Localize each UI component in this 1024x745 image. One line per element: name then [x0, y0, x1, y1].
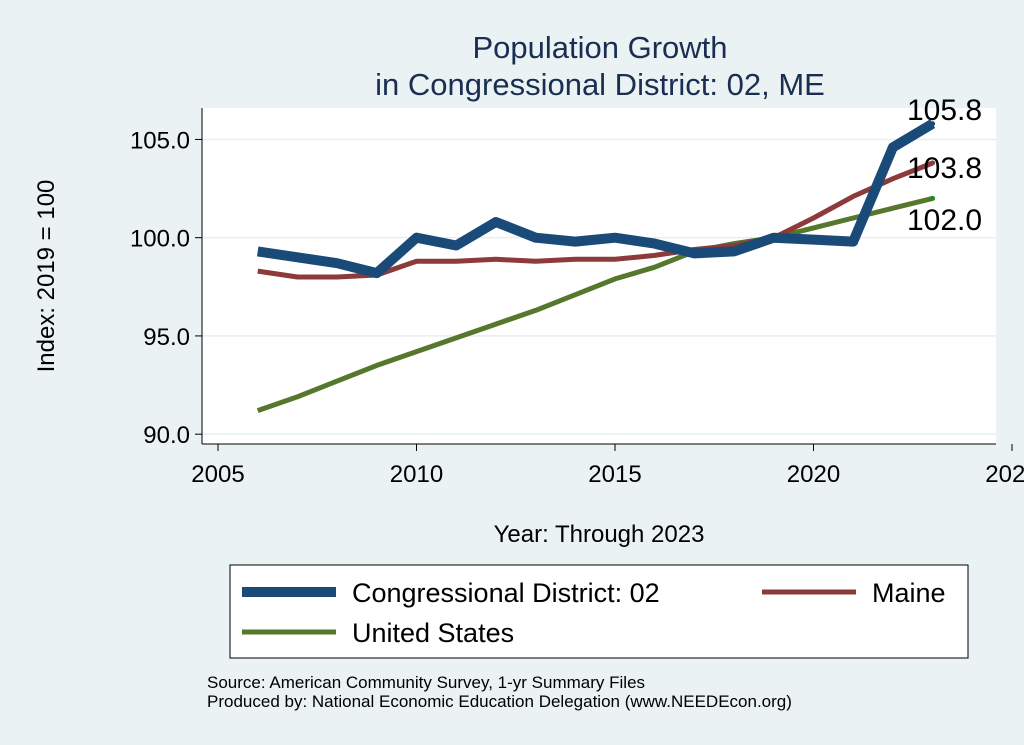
series-end-label: 105.8: [907, 94, 982, 127]
series-end-label: 102.0: [907, 204, 982, 237]
producer-note: Produced by: National Economic Education…: [207, 692, 792, 711]
x-axis-label: Year: Through 2023: [494, 521, 705, 548]
x-tick-label: 2025: [985, 461, 1024, 488]
legend-label: United States: [352, 618, 514, 648]
chart-title-line2: in Congressional District: 02, ME: [375, 67, 825, 102]
chart: Population Growth in Congressional Distr…: [0, 0, 1024, 745]
series-end-point: [930, 196, 935, 201]
y-tick-label: 100.0: [130, 226, 190, 253]
y-tick-label: 105.0: [130, 127, 190, 154]
end-labels: 105.8 103.8 102.0: [907, 94, 982, 237]
legend-label: Congressional District: 02: [352, 578, 660, 608]
y-tick-label: 95.0: [143, 324, 190, 351]
legend-label: Maine: [872, 578, 946, 608]
y-tick-label: 90.0: [143, 422, 190, 449]
x-tick-label: 2005: [191, 461, 244, 488]
chart-title-line1: Population Growth: [472, 30, 727, 65]
source-note: Source: American Community Survey, 1-yr …: [207, 673, 645, 692]
y-axis-label: Index: 2019 = 100: [33, 180, 60, 373]
x-tick-label: 2010: [390, 461, 443, 488]
x-tick-label: 2020: [787, 461, 840, 488]
series-end-label: 103.8: [907, 152, 982, 185]
x-tick-label: 2015: [588, 461, 641, 488]
